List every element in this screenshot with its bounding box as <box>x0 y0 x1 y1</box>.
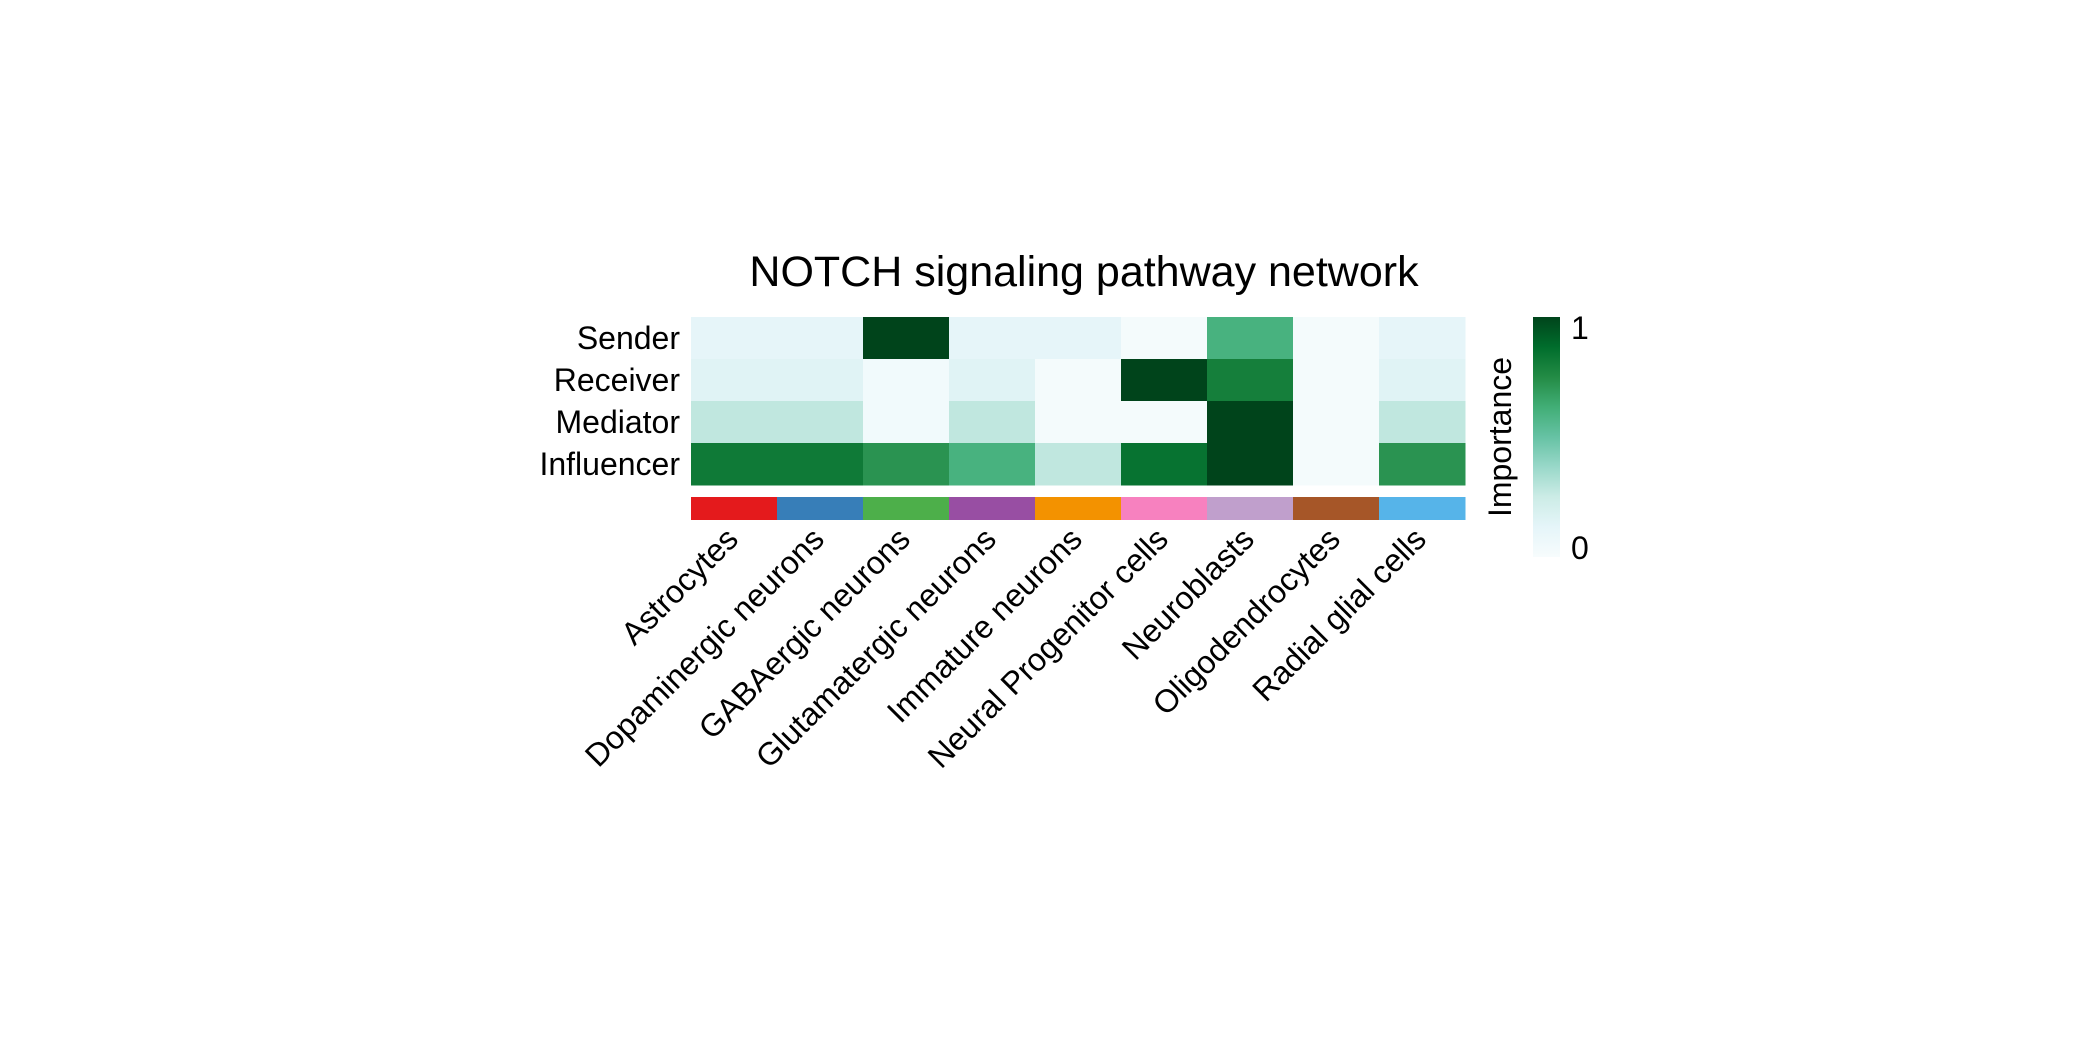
legend-tick-min: 0 <box>1571 530 1589 566</box>
heatmap-cell <box>1035 317 1122 360</box>
heatmap-cell <box>691 443 778 486</box>
heatmap-cell <box>1121 359 1208 402</box>
heatmap-cell <box>949 317 1036 360</box>
heatmap-cell <box>863 443 950 486</box>
row-labels: Sender Receiver Mediator Influencer <box>539 320 680 482</box>
heatmap-cell <box>1207 401 1294 444</box>
heatmap-cell <box>777 359 864 402</box>
heatmap-cells <box>691 317 1466 486</box>
legend-tick-max: 1 <box>1571 310 1589 346</box>
heatmap-cell <box>1293 317 1380 360</box>
heatmap-cell <box>1121 317 1208 360</box>
heatmap-cell <box>691 401 778 444</box>
heatmap-cell <box>1379 317 1466 360</box>
annotation-swatch <box>1379 497 1466 520</box>
chart-title: NOTCH signaling pathway network <box>749 248 1419 296</box>
annotation-swatch <box>691 497 778 520</box>
row-label: Receiver <box>554 362 681 398</box>
heatmap-cell <box>1121 443 1208 486</box>
heatmap-cell <box>1035 359 1122 402</box>
heatmap-cell <box>949 443 1036 486</box>
row-label: Sender <box>577 320 681 356</box>
heatmap-cell <box>777 443 864 486</box>
heatmap-cell <box>949 359 1036 402</box>
annotation-swatch <box>777 497 864 520</box>
annotation-swatch <box>1207 497 1294 520</box>
heatmap-cell <box>1207 359 1294 402</box>
heatmap-cell <box>1379 359 1466 402</box>
legend-title: Importance <box>1482 357 1518 517</box>
annotation-swatch <box>1293 497 1380 520</box>
heatmap-cell <box>863 359 950 402</box>
heatmap-cell <box>1035 443 1122 486</box>
heatmap-cell <box>1293 401 1380 444</box>
heatmap-cell <box>1121 401 1208 444</box>
heatmap-cell <box>863 401 950 444</box>
heatmap-cell <box>691 359 778 402</box>
color-legend: Importance 1 0 <box>1482 310 1589 566</box>
heatmap-cell <box>1379 401 1466 444</box>
heatmap-cell <box>777 401 864 444</box>
legend-color-bar <box>1533 317 1560 557</box>
heatmap-cell <box>691 317 778 360</box>
annotation-swatch <box>1035 497 1122 520</box>
cell-type-annotation-bar <box>691 497 1466 520</box>
annotation-swatch <box>949 497 1036 520</box>
heatmap-cell <box>1207 443 1294 486</box>
heatmap-cell <box>1207 317 1294 360</box>
annotation-swatch <box>1121 497 1208 520</box>
row-label: Influencer <box>539 446 680 482</box>
heatmap-cell <box>1293 443 1380 486</box>
heatmap-cell <box>949 401 1036 444</box>
annotation-swatch <box>863 497 950 520</box>
heatmap-cell <box>1293 359 1380 402</box>
heatmap-cell <box>863 317 950 360</box>
heatmap-cell <box>777 317 864 360</box>
heatmap-cell <box>1379 443 1466 486</box>
heatmap-cell <box>1035 401 1122 444</box>
row-label: Mediator <box>556 404 681 440</box>
